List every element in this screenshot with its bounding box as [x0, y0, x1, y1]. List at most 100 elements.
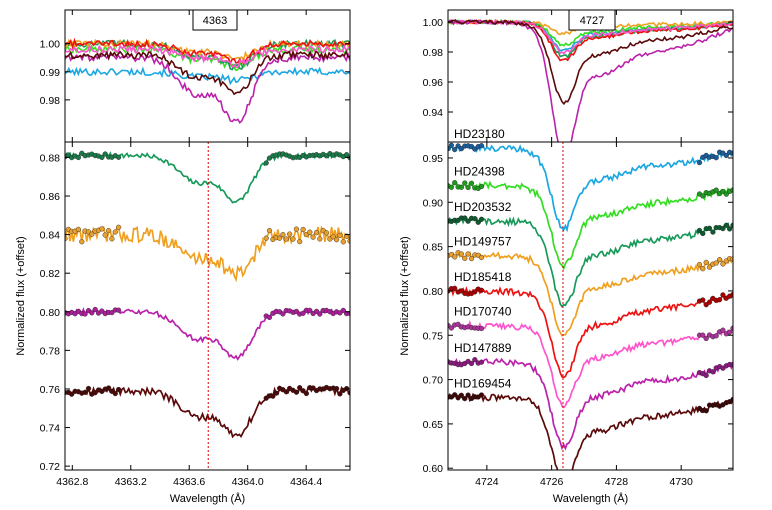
y-tick-label: 0.82 [40, 268, 61, 280]
y-axis-label: Normalized flux (+offset) [15, 236, 27, 355]
continuum-marker [115, 386, 122, 393]
continuum-marker [340, 307, 346, 314]
x-tick-label: 4363.2 [115, 476, 147, 488]
y-tick-label: 0.85 [423, 242, 444, 254]
continuum-marker [462, 255, 468, 262]
x-tick-label: 4364.4 [290, 476, 322, 488]
continuum-marker [313, 230, 320, 236]
y-tick-label: 0.80 [423, 286, 444, 298]
continuum-marker [472, 357, 478, 363]
continuum-marker [92, 306, 98, 313]
continuum-marker [472, 216, 478, 222]
x-tick-label: 4724 [475, 476, 499, 488]
continuum-marker [458, 392, 465, 398]
series-line [448, 215, 733, 308]
bottom-panel-frame [64, 141, 351, 471]
continuum-marker [109, 236, 115, 242]
continuum-marker [713, 333, 719, 339]
y-tick-label: 0.70 [423, 375, 444, 387]
continuum-marker [478, 287, 485, 293]
continuum-marker [723, 191, 729, 197]
title-box [192, 9, 238, 31]
title-box [568, 9, 616, 31]
continuum-marker [713, 155, 719, 161]
continuum-marker [700, 297, 706, 303]
series-label: HD170740 [454, 305, 512, 319]
continuum-marker [112, 391, 118, 397]
continuum-marker [115, 154, 122, 160]
continuum-marker [465, 218, 471, 224]
y-tick-label: 0.98 [40, 95, 61, 107]
continuum-marker [452, 254, 458, 260]
y-tick-label: 0.98 [423, 47, 444, 59]
continuum-marker [69, 391, 75, 397]
continuum-marker [478, 216, 485, 222]
continuum-marker [478, 392, 485, 398]
continuum-marker [465, 251, 471, 257]
continuum-marker [337, 232, 343, 239]
top-series-line [65, 66, 350, 86]
continuum-marker [317, 236, 323, 242]
y-tick-label: 0.86 [40, 191, 61, 203]
continuum-marker [706, 225, 713, 231]
continuum-marker [696, 262, 703, 268]
top-series-line [65, 37, 350, 66]
continuum-marker [293, 389, 300, 395]
continuum-marker [105, 385, 112, 391]
top-series-line [65, 43, 350, 69]
x-axis-label: Wavelength (Å) [553, 492, 628, 505]
series-line [448, 285, 733, 379]
continuum-marker [273, 390, 279, 396]
series-label: HD24398 [454, 164, 505, 178]
continuum-marker [65, 235, 68, 242]
y-axis-label: Normalized flux (+offset) [399, 236, 411, 355]
series-line [65, 151, 350, 204]
continuum-marker [277, 235, 283, 241]
continuum-marker [99, 154, 105, 161]
y-tick-label: 0.65 [423, 419, 444, 431]
continuum-marker [478, 359, 485, 365]
x-tick-label: 4726 [540, 476, 564, 488]
continuum-marker [478, 183, 485, 190]
continuum-marker [703, 408, 709, 414]
y-tick-label: 0.94 [423, 107, 444, 119]
continuum-marker [478, 325, 485, 332]
y-tick-label: 0.75 [423, 330, 444, 342]
series-label: HD149757 [454, 234, 512, 248]
continuum-marker [700, 230, 706, 237]
continuum-marker [716, 297, 723, 303]
x-tick-label: 4728 [605, 476, 629, 488]
continuum-marker [475, 219, 481, 225]
bottom-panel-frame [447, 141, 734, 471]
series-label: HD203532 [454, 200, 512, 214]
continuum-marker [452, 392, 458, 398]
continuum-marker [310, 234, 316, 240]
continuum-marker [700, 193, 706, 199]
continuum-marker [280, 311, 286, 317]
y-tick-label: 0.96 [423, 77, 444, 89]
continuum-marker [347, 390, 350, 396]
series-line [448, 180, 733, 271]
continuum-marker [75, 226, 82, 233]
y-tick-label: 0.99 [40, 67, 61, 79]
continuum-marker [726, 329, 733, 335]
top-series-line [448, 19, 733, 142]
continuum-marker [720, 261, 726, 267]
continuum-marker [307, 307, 313, 314]
y-tick-label: 0.84 [40, 230, 61, 242]
x-axis-label: Wavelength (Å) [170, 492, 245, 505]
continuum-marker [462, 396, 468, 402]
top-panel-series [65, 37, 350, 124]
continuum-marker [112, 229, 118, 235]
continuum-marker [303, 390, 310, 397]
chart-title: 4363 [203, 15, 227, 27]
continuum-marker [462, 215, 468, 221]
continuum-marker [458, 184, 465, 190]
continuum-marker [330, 234, 336, 240]
continuum-marker [102, 232, 108, 238]
continuum-marker [452, 147, 458, 153]
continuum-marker [323, 230, 330, 236]
continuum-marker [115, 224, 122, 230]
x-tick-label: 4730 [670, 476, 694, 488]
